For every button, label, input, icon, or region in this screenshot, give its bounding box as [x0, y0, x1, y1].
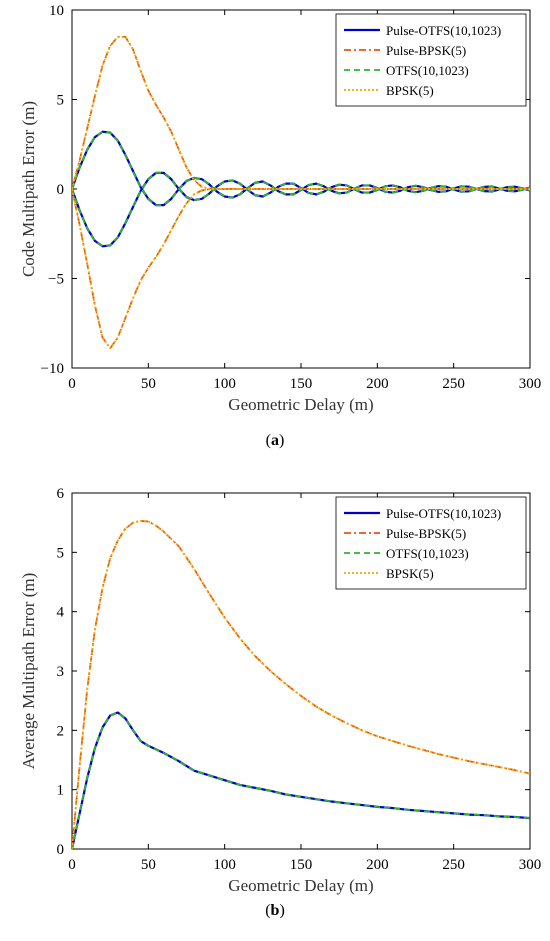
x-tick-label: 250 [442, 376, 465, 392]
legend-entry: BPSK(5) [386, 83, 434, 98]
series-line-pulse-otfs-10-1023- [72, 130, 530, 207]
y-tick-label: 6 [57, 486, 65, 502]
series-line-otfs-10-1023- [72, 130, 530, 207]
y-tick-label: 5 [57, 545, 65, 561]
y-tick-label: 0 [57, 842, 65, 858]
series-line-pulse-bpsk-5- [72, 188, 530, 350]
legend-entry: OTFS(10,1023) [386, 546, 469, 561]
x-axis-label: Geometric Delay (m) [228, 876, 373, 895]
series-line-pulse-otfs-10-1023- [72, 711, 530, 849]
chart-panel-b: 0 50 100 150 200 250 300 0 1 2 3 4 5 6 Geometric Delay… [0, 470, 550, 941]
caption-a: (a) [265, 432, 285, 449]
y-tick-label: 1 [57, 783, 65, 799]
legend-entry: Pulse-BPSK(5) [386, 43, 466, 58]
y-axis-label: Code Multipath Error (m) [19, 101, 38, 277]
x-tick-label: 200 [366, 376, 389, 392]
x-tick-label: 150 [290, 857, 313, 873]
series-line-bpsk-5- [72, 519, 530, 849]
x-tick-label: 0 [68, 857, 76, 873]
x-tick-label: 300 [519, 376, 542, 392]
x-tick-label: 250 [442, 857, 465, 873]
series-group [72, 519, 530, 849]
x-tick-label: 150 [290, 376, 313, 392]
y-axis-label: Average Multipath Error (m) [19, 573, 38, 770]
x-axis-label: Geometric Delay (m) [228, 395, 373, 414]
y-tick-label: 5 [57, 93, 65, 109]
y-tick-label: −5 [48, 272, 64, 288]
chart-a-svg: 0 50 100 150 200 250 300 −10 −5 0 5 10 Geometric Del… [19, 3, 542, 414]
series-line-otfs-10-1023- [72, 711, 530, 849]
legend-entry: Pulse-OTFS(10,1023) [386, 506, 501, 521]
x-tick-label: 0 [68, 376, 76, 392]
caption-b: (b) [265, 902, 285, 919]
y-tick-label: 0 [57, 182, 65, 198]
x-tick-label: 300 [519, 857, 542, 873]
series-line-pulse-bpsk-5- [72, 35, 530, 190]
y-tick-label: 2 [57, 723, 65, 739]
x-tick-label: 100 [213, 376, 236, 392]
chart-b-svg: 0 50 100 150 200 250 300 0 1 2 3 4 5 6 Geometric Delay… [19, 486, 542, 895]
legend-entry: OTFS(10,1023) [386, 63, 469, 78]
y-tick-label: 4 [57, 605, 65, 621]
legend-entry: Pulse-OTFS(10,1023) [386, 23, 501, 38]
y-tick-label: −10 [41, 361, 64, 377]
series-line-bpsk-5- [72, 188, 530, 350]
x-tick-label: 50 [141, 857, 156, 873]
chart-panel-a: 0 50 100 150 200 250 300 −10 −5 0 5 10 Geometric Del… [0, 0, 550, 470]
x-tick-label: 100 [213, 857, 236, 873]
legend-entry: BPSK(5) [386, 566, 434, 581]
series-group [72, 35, 530, 350]
x-tick-label: 50 [141, 376, 156, 392]
series-line-otfs-10-1023- [72, 171, 530, 248]
y-tick-label: 10 [49, 3, 64, 19]
series-line-bpsk-5- [72, 35, 530, 190]
x-tick-label: 200 [366, 857, 389, 873]
series-line-pulse-otfs-10-1023- [72, 171, 530, 248]
legend-entry: Pulse-BPSK(5) [386, 526, 466, 541]
y-tick-label: 3 [57, 664, 65, 680]
